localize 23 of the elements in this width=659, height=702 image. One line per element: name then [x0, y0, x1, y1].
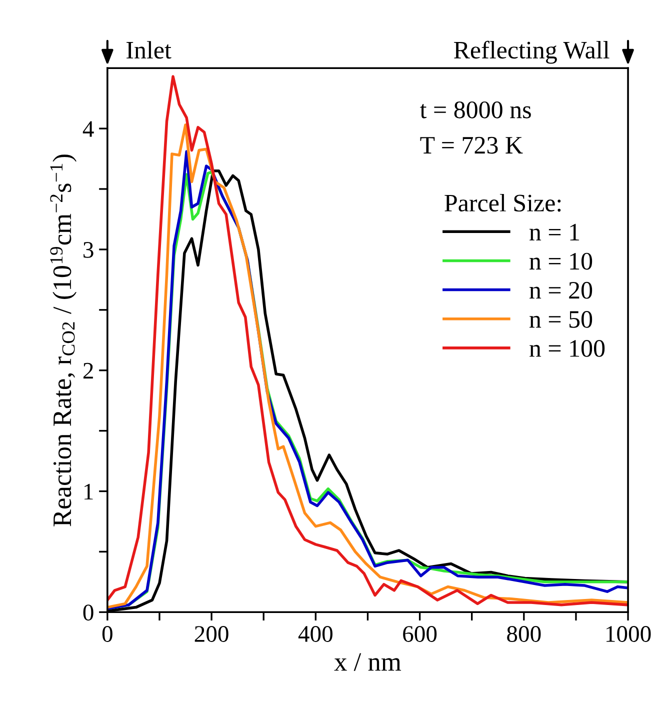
y-tick-label: 4	[82, 121, 94, 137]
x-axis-title: x / nm	[334, 653, 402, 671]
y-tick-label: 0	[83, 604, 94, 621]
x-tick-label: 800	[507, 626, 541, 642]
annotation: t = 8000 ns	[420, 101, 531, 118]
y-tick-label: 2	[83, 362, 93, 379]
text: Inlet	[126, 41, 172, 59]
x-tick-label: 1000	[606, 626, 651, 642]
x-tick-label: 600	[403, 626, 437, 642]
y-tick-label: 1	[84, 484, 93, 500]
x-tick-label: 400	[298, 626, 332, 642]
legend-label: n = 1	[530, 224, 580, 240]
text: Reflecting Wall	[454, 40, 610, 64]
legend-label: n = 100	[530, 340, 605, 357]
text: Reaction Rate, r$_{CO2}$ / (10$^{19}$cm$^{−2}$s$^{−1}$)	[50, 154, 77, 526]
legend-label: n = 10	[530, 252, 592, 270]
legend-label: n = 20	[530, 282, 592, 299]
annotation: T = 723 K	[420, 136, 523, 154]
y-tick-label: 3	[84, 242, 94, 258]
x-tick-label: 200	[194, 626, 228, 642]
legend-title: Parcel Size:	[444, 194, 561, 212]
legend-label: n = 50	[530, 310, 592, 328]
x-tick-label: 0	[102, 626, 112, 642]
